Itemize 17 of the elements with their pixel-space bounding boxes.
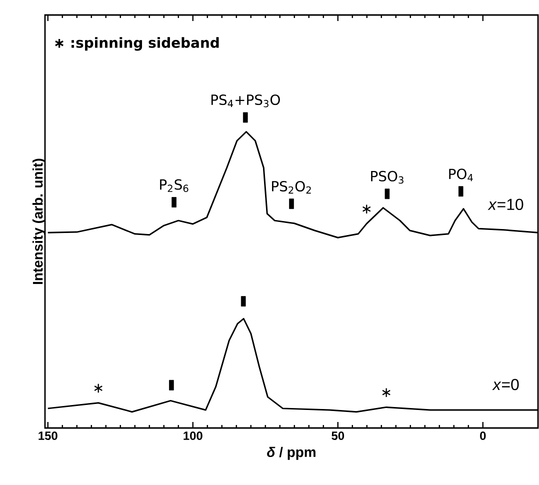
- annotation: PS$_{2}$O$_{2}$: [272, 180, 311, 194]
- x-tick-label: 100: [184, 432, 202, 440]
- annotation: ∗: [382, 388, 390, 397]
- annotation: PSO$_{3}$: [371, 170, 404, 184]
- y-axis-title: Intensity (arb. unit): [32, 158, 46, 284]
- annotation: PS$_{4}$+PS$_{3}$O: [211, 94, 280, 108]
- series-label: x=10: [488, 198, 524, 210]
- annotation: ∗: [94, 384, 102, 393]
- text: ∗ :spinning sideband: [55, 37, 219, 51]
- x-tick-label: 150: [38, 432, 58, 440]
- x-axis-title: δ / ppm: [267, 446, 316, 460]
- annotation: PO$_{4}$: [449, 168, 473, 182]
- annotation: P$_{2}$S$_{6}$: [160, 179, 188, 192]
- x-tick-label: 0: [480, 432, 486, 440]
- annotation: ∗: [362, 204, 371, 214]
- x-tick-label: 50: [332, 432, 344, 440]
- series-label: x=0: [492, 378, 519, 390]
